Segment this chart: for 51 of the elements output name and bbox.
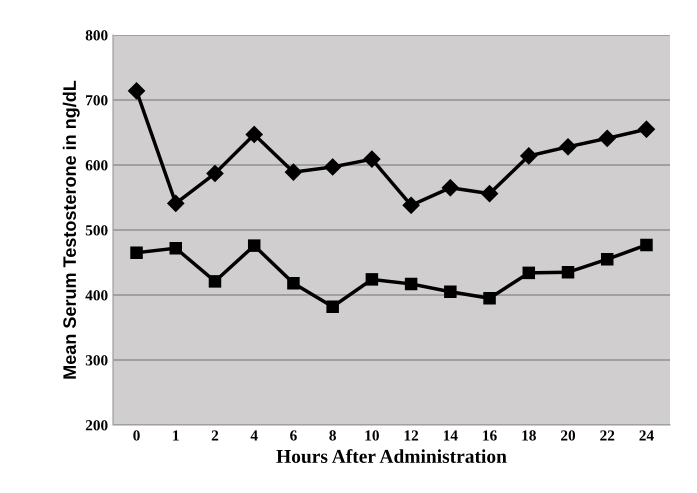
- point: [130, 246, 143, 259]
- point: [600, 253, 614, 266]
- point: [248, 239, 260, 252]
- point: [640, 238, 653, 252]
- point: [522, 266, 536, 280]
- y-tick-label: 600: [86, 160, 108, 170]
- y-tick-label: 700: [86, 95, 108, 106]
- x-tick-label: 4: [250, 430, 258, 440]
- x-axis-title: Hours After Administration: [276, 449, 507, 463]
- y-tick-label: 500: [86, 225, 108, 236]
- point: [402, 196, 420, 214]
- x-tick-label: 24: [639, 430, 654, 440]
- point: [363, 150, 380, 168]
- point: [170, 242, 182, 254]
- x-tick-label: 10: [365, 430, 379, 441]
- point: [167, 194, 184, 212]
- point: [562, 266, 574, 278]
- x-tick-label: 12: [404, 430, 418, 440]
- point: [326, 300, 339, 313]
- point: [206, 164, 224, 182]
- point: [404, 278, 418, 290]
- x-tick-label: 2: [212, 430, 218, 440]
- x-tick-label: 20: [561, 430, 576, 441]
- point: [284, 164, 302, 181]
- point: [287, 277, 300, 290]
- x-tick-label: 22: [600, 430, 614, 440]
- x-tick-label: 14: [444, 430, 458, 440]
- point: [208, 275, 222, 288]
- point: [559, 138, 577, 156]
- point: [481, 185, 498, 202]
- point: [366, 273, 378, 286]
- y-tick-label: 800: [86, 30, 108, 40]
- y-tick-label: 300: [86, 355, 108, 366]
- x-tick-label: 0: [133, 430, 140, 441]
- point: [246, 126, 263, 143]
- point: [598, 130, 616, 147]
- y-axis-title: Mean Serum Testosterone in ng/dL: [62, 80, 80, 379]
- x-tick-label: 1: [173, 430, 179, 440]
- point: [520, 147, 538, 164]
- x-tick-label: 6: [290, 430, 297, 441]
- y-tick-label: 200: [86, 420, 108, 430]
- point: [444, 286, 457, 298]
- y-tick-label: 400: [85, 290, 108, 300]
- x-tick-label: 16: [483, 430, 497, 441]
- point: [128, 82, 146, 100]
- point: [324, 158, 342, 176]
- x-tick-label: 18: [522, 430, 536, 441]
- point: [442, 179, 459, 196]
- point: [483, 292, 496, 304]
- x-tick-label: 8: [329, 430, 336, 441]
- point: [638, 120, 656, 138]
